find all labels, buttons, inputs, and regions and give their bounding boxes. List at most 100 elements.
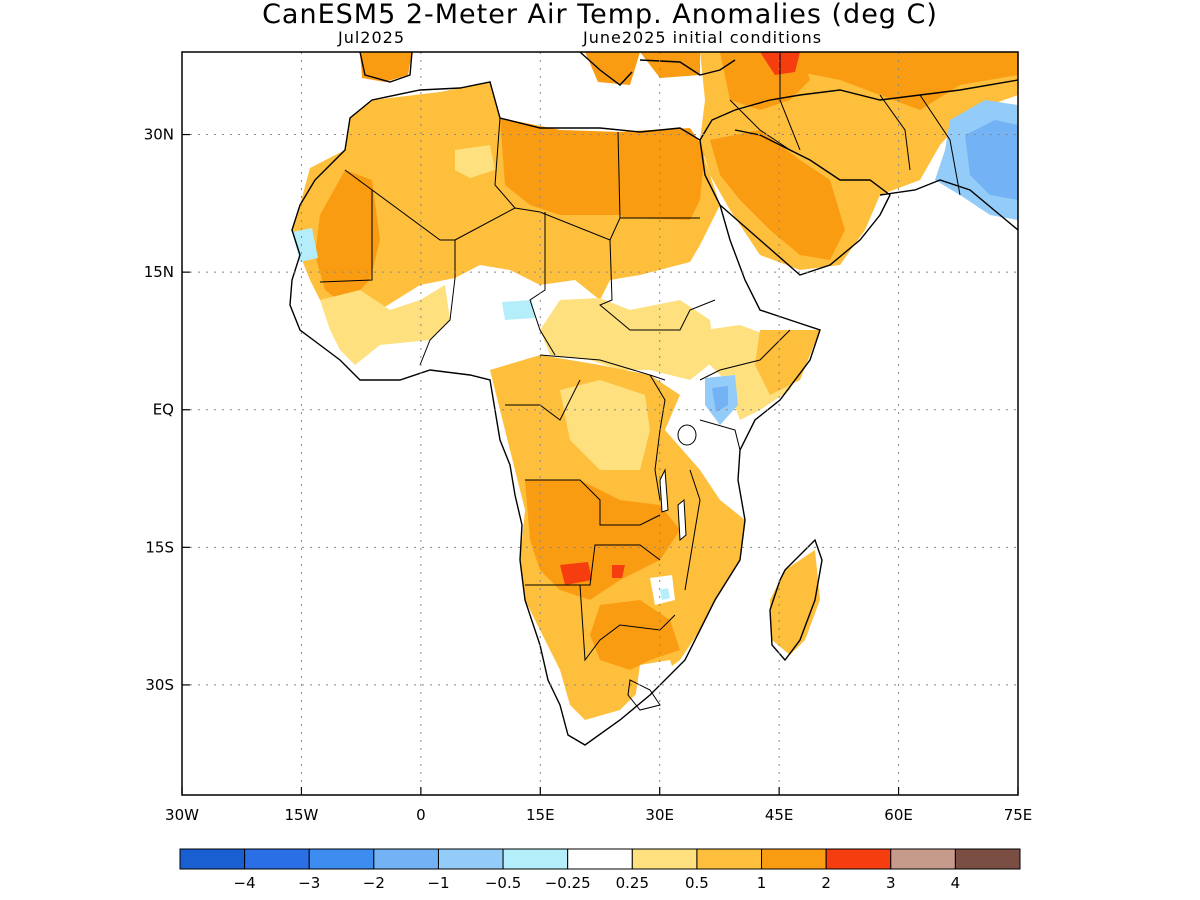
shade-libya-egypt [500, 118, 622, 215]
lon-tick-label: 0 [416, 806, 426, 824]
border-namibia-angola [525, 544, 661, 586]
border-niger-chad [529, 212, 556, 356]
border-angola-drc [525, 479, 661, 526]
border-namibia-botswana [579, 584, 676, 662]
border-ethiopia [699, 329, 791, 381]
initial-conditions: June2025 initial conditions [583, 28, 823, 47]
lake-malawi [677, 498, 687, 542]
colorbar-swatch [954, 848, 1021, 870]
africa-coastline [289, 81, 821, 746]
colorbar-label: 4 [951, 874, 961, 892]
shade-west-sahara [315, 170, 380, 305]
lon-tick-label: 75E [1004, 806, 1033, 824]
colorbar-swatch [696, 848, 763, 870]
colorbar-swatch [761, 848, 827, 870]
colorbar-label: 1 [757, 874, 767, 892]
shade-namibia-hot [560, 562, 592, 585]
shade-niger-cool [502, 300, 535, 320]
lon-tick-label: 45E [765, 806, 794, 824]
colorbar-label: 0.5 [685, 874, 709, 892]
colorbar-swatch [437, 848, 504, 870]
iran-coastline [879, 179, 1018, 231]
colorbar-swatch [825, 848, 892, 870]
border-libya-egypt [617, 131, 621, 219]
map-title: CanESM5 2-Meter Air Temp. Anomalies (deg… [262, 0, 938, 30]
shade-iran [790, 52, 1018, 110]
colorbar-swatch [567, 848, 633, 870]
colorbar-swatch [502, 848, 569, 870]
italy-coastline [579, 52, 633, 86]
shade-pakistan-cooler [965, 120, 1018, 200]
lat-tick-label: 15N [144, 263, 174, 281]
colorbar-label: −3 [298, 874, 320, 892]
gridlines [182, 52, 1018, 795]
shade-lesotho-neutral [635, 660, 680, 705]
colorbar-swatch [890, 848, 956, 870]
lon-tick-label: 30W [165, 806, 199, 824]
colorbar-swatch [631, 848, 698, 870]
border-iran-afgh [879, 94, 911, 171]
shade-botswana-hot [612, 565, 625, 578]
colorbar-label: −0.5 [485, 874, 521, 892]
lon-tick-label: 60E [884, 806, 913, 824]
shade-congo-mild [560, 380, 650, 470]
shade-zimbabwe-cool [660, 588, 670, 600]
lat-tick-group: 30N 15N EQ 15S 30S [144, 126, 190, 694]
iberia-coastline [359, 52, 413, 83]
shade-kenya-cooler [712, 386, 728, 412]
colorbar-swatch [244, 848, 310, 870]
colorbar-swatch [373, 848, 439, 870]
shade-sahel-west [320, 285, 450, 365]
lat-tick-label: 30N [144, 126, 174, 144]
lon-tick-label: 15E [526, 806, 555, 824]
colorbar-label: 2 [821, 874, 831, 892]
anomaly-shading [292, 52, 1018, 720]
border-mauritania [319, 190, 373, 283]
colorbar-label: −2 [363, 874, 385, 892]
shade-mauritania-cool [292, 228, 318, 262]
border-cameroon-gabon [505, 379, 581, 421]
lon-tick-label: 15W [284, 806, 318, 824]
shade-iberia [360, 52, 412, 82]
lakes [659, 424, 697, 542]
lon-tick-label: 30E [645, 806, 674, 824]
lon-tick-group: 30W 15W 0 15E 30E 45E 60E 75E [165, 787, 1032, 824]
colorbar-label: −1 [427, 874, 449, 892]
border-mali-algeria [344, 169, 456, 278]
shade-sahel-east [540, 298, 715, 380]
border-algeria-libya [494, 117, 516, 209]
border-niger-nigeria [419, 277, 456, 366]
colorbar-label: 3 [886, 874, 896, 892]
madagascar-coastline [769, 538, 823, 662]
border-kenya-tanzania [699, 419, 741, 451]
country-borders [319, 52, 961, 711]
colorbar-label: −4 [234, 874, 256, 892]
shade-somalia [755, 330, 820, 395]
lake-victoria [677, 424, 697, 446]
colorbar-swatch [308, 848, 375, 870]
border-niger-libya [454, 207, 700, 241]
border-car [539, 354, 666, 381]
border-iran-iraq [779, 52, 801, 151]
border-syria-iraq [729, 99, 791, 151]
forecast-month: Jul2025 [338, 28, 406, 47]
shade-south-africa-north [590, 600, 680, 670]
lat-tick-label: 30S [145, 676, 174, 694]
border-malawi-moz [684, 469, 701, 591]
lake-tanganyika [659, 468, 669, 513]
shade-italy [585, 52, 640, 85]
border-lesotho [627, 679, 661, 711]
shade-arabia [710, 130, 845, 260]
colorbar: −4 −3 −2 −1 −0.5 −0.25 0.25 0.5 1 2 3 4 [179, 848, 1021, 892]
map-frame [181, 51, 1019, 796]
turkey-coastline [639, 59, 736, 76]
lat-tick-label: 15S [145, 538, 174, 556]
border-chad-sudan [599, 239, 716, 331]
shade-algeria-mild [455, 145, 495, 178]
colorbar-swatch [179, 848, 246, 870]
border-pakistan [919, 94, 961, 196]
colorbar-label: −0.25 [545, 874, 591, 892]
shade-balkans [640, 52, 700, 78]
lat-tick-label: EQ [153, 401, 174, 419]
